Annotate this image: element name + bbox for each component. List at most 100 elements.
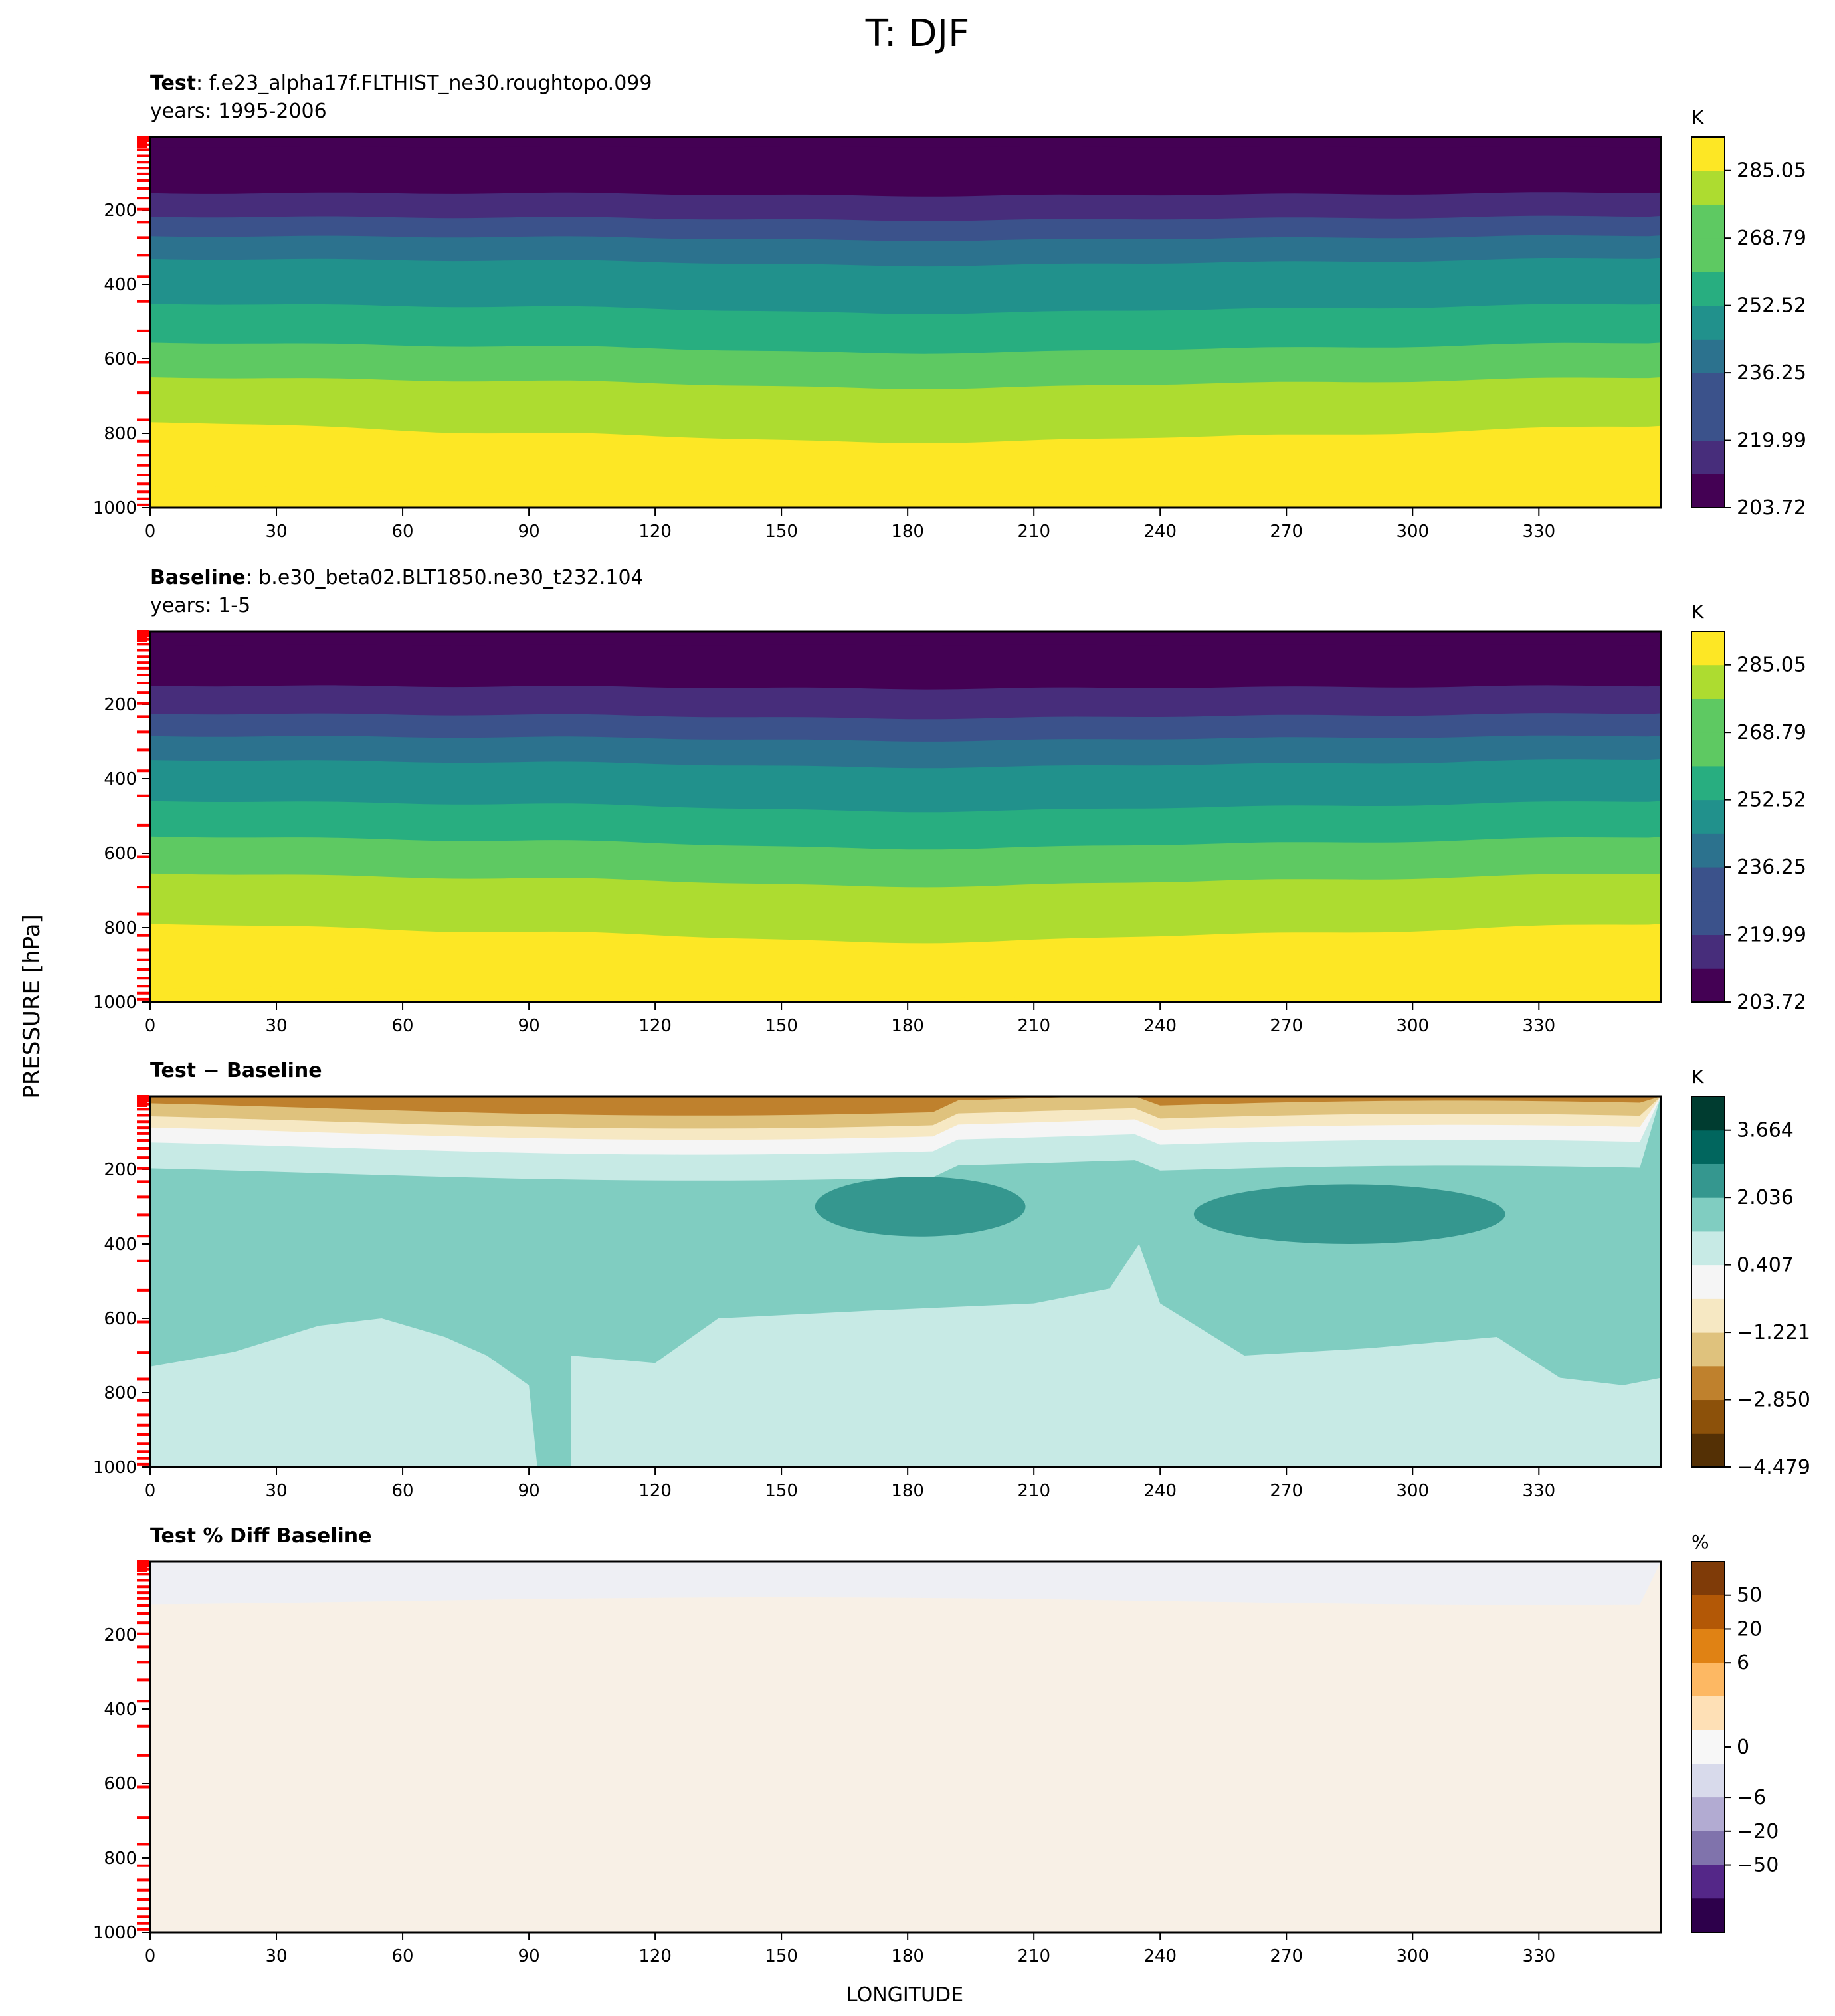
x-tick-label: 120 (638, 1481, 672, 1501)
y-tick-label: 800 (104, 1849, 137, 1868)
x-tick-label: 60 (392, 1481, 414, 1501)
x-tick-label: 60 (392, 1016, 414, 1036)
test-title-rest: : f.e23_alpha17f.FLTHIST_ne30.roughtopo.… (196, 72, 652, 95)
colorbar-segment (1691, 1365, 1725, 1401)
colorbar-tick-label: −6 (1737, 1786, 1766, 1809)
x-tick-label: 330 (1522, 1481, 1555, 1501)
plot-frame (149, 1095, 1662, 1468)
panel-test: K 203.72 219.99 236.25 252.52 268.79 285.05 0 30… (93, 106, 1806, 542)
colorbar-tick-label: −2.850 (1737, 1389, 1810, 1412)
colorbar-segment (1691, 799, 1725, 834)
colorbar-segment (1691, 170, 1725, 205)
percent-panel-title: Test % Diff Baseline (150, 1524, 372, 1548)
colorbar-segment (1691, 968, 1725, 1003)
x-tick-label: 210 (1017, 1481, 1050, 1501)
x-tick-label: 240 (1143, 1946, 1177, 1966)
baseline-panel-title: Baseline: b.e30_beta02.BLT1850.ne30_t232… (150, 566, 644, 589)
colorbar-segment (1691, 373, 1725, 407)
colorbar-tick-label: 252.52 (1737, 294, 1806, 318)
x-tick-label: 270 (1270, 1481, 1303, 1501)
colorbar-tick-label: 203.72 (1737, 496, 1806, 520)
colorbar-tick-label: 6 (1737, 1651, 1749, 1674)
y-tick-label: 800 (104, 1383, 137, 1403)
x-tick-label: 210 (1017, 522, 1050, 542)
x-tick-label: 120 (638, 1016, 672, 1036)
x-tick-label: 300 (1396, 1016, 1429, 1036)
colorbar-tick-label: 285.05 (1737, 159, 1806, 183)
x-tick-label: 0 (145, 1481, 156, 1501)
colorbar-segment (1691, 1865, 1725, 1899)
colorbar-segment (1691, 204, 1725, 239)
x-tick-label: 180 (891, 522, 924, 542)
x-tick-label: 180 (891, 1946, 924, 1966)
colorbar-segment (1691, 406, 1725, 441)
colorbar-segment (1691, 440, 1725, 474)
x-tick-label: 150 (765, 1481, 798, 1501)
x-tick-label: 240 (1143, 522, 1177, 542)
colorbar-unit-label: K (1691, 1066, 1704, 1088)
x-tick-label: 300 (1396, 1481, 1429, 1501)
colorbar-tick-label: 268.79 (1737, 227, 1806, 250)
x-tick-label: 210 (1017, 1016, 1050, 1036)
colorbar-segment (1691, 698, 1725, 733)
colorbar-unit-label: K (1691, 601, 1704, 623)
panel-baseline: K 203.72 219.99 236.25 252.52 268.79 285.05 0 30… (93, 601, 1806, 1036)
colorbar-tick-label: 219.99 (1737, 429, 1806, 453)
colorbar-tick-label: 0.407 (1737, 1254, 1794, 1277)
colorbar-segment (1691, 1096, 1725, 1131)
x-tick-label: 30 (265, 1016, 287, 1036)
x-tick-label: 30 (265, 522, 287, 542)
x-tick-label: 120 (638, 1946, 672, 1966)
y-tick-label: 400 (104, 769, 137, 789)
colorbar-segment (1691, 137, 1725, 171)
x-tick-label: 60 (392, 1946, 414, 1966)
x-tick-label: 240 (1143, 1016, 1177, 1036)
y-tick-label: 1000 (93, 993, 137, 1013)
colorbar-tick-label: 50 (1737, 1584, 1762, 1607)
test-panel-years: years: 1995-2006 (150, 100, 327, 123)
y-tick-label: 800 (104, 424, 137, 444)
model-top-marker (137, 137, 147, 148)
x-tick-label: 30 (265, 1946, 287, 1966)
colorbar-tick-label: −4.479 (1737, 1456, 1810, 1479)
colorbar-segment (1691, 1898, 1725, 1933)
colorbar-segment (1691, 833, 1725, 868)
x-tick-label: 270 (1270, 522, 1303, 542)
baseline-title-bold: Baseline (150, 566, 246, 589)
x-tick-label: 30 (265, 1481, 287, 1501)
colorbar-segment (1691, 1764, 1725, 1798)
colorbar-segment (1691, 664, 1725, 699)
colorbar-tick-label: −1.221 (1737, 1321, 1810, 1344)
colorbar-unit-label: K (1691, 106, 1704, 128)
x-tick-label: 90 (518, 1481, 540, 1501)
colorbar-segment (1691, 1231, 1725, 1266)
diff-upper-band (150, 1096, 1661, 1116)
colorbar-tick-label: 20 (1737, 1617, 1762, 1641)
x-tick-label: 270 (1270, 1946, 1303, 1966)
colorbar-unit-label: % (1691, 1531, 1709, 1553)
colorbar-frame (1691, 631, 1725, 1003)
x-tick-label: 270 (1270, 1016, 1303, 1036)
x-tick-label: 180 (891, 1481, 924, 1501)
colorbar-segment (1691, 1595, 1725, 1629)
colorbar-segment (1691, 1130, 1725, 1164)
baseline-title-rest: : b.e30_beta02.BLT1850.ne30_t232.104 (245, 566, 644, 589)
colorbar-tick-label: 285.05 (1737, 654, 1806, 677)
colorbar-segment (1691, 1797, 1725, 1832)
x-axis-label: LONGITUDE (846, 1983, 964, 2007)
colorbar-segment (1691, 765, 1725, 801)
colorbar-segment (1691, 1197, 1725, 1232)
colorbar-segment (1691, 271, 1725, 306)
colorbar-segment (1691, 1629, 1725, 1663)
y-tick-label: 1000 (93, 1923, 137, 1943)
contour-level-band (150, 422, 1661, 508)
y-tick-label: 200 (104, 201, 137, 221)
model-top-marker (137, 1562, 147, 1572)
x-tick-label: 180 (891, 1016, 924, 1036)
y-tick-label: 600 (104, 1774, 137, 1794)
colorbar-segment (1691, 1730, 1725, 1764)
model-top-marker (137, 1096, 147, 1107)
diff-positive-blob (1193, 1184, 1505, 1244)
figure-title: T: DJF (865, 12, 970, 55)
